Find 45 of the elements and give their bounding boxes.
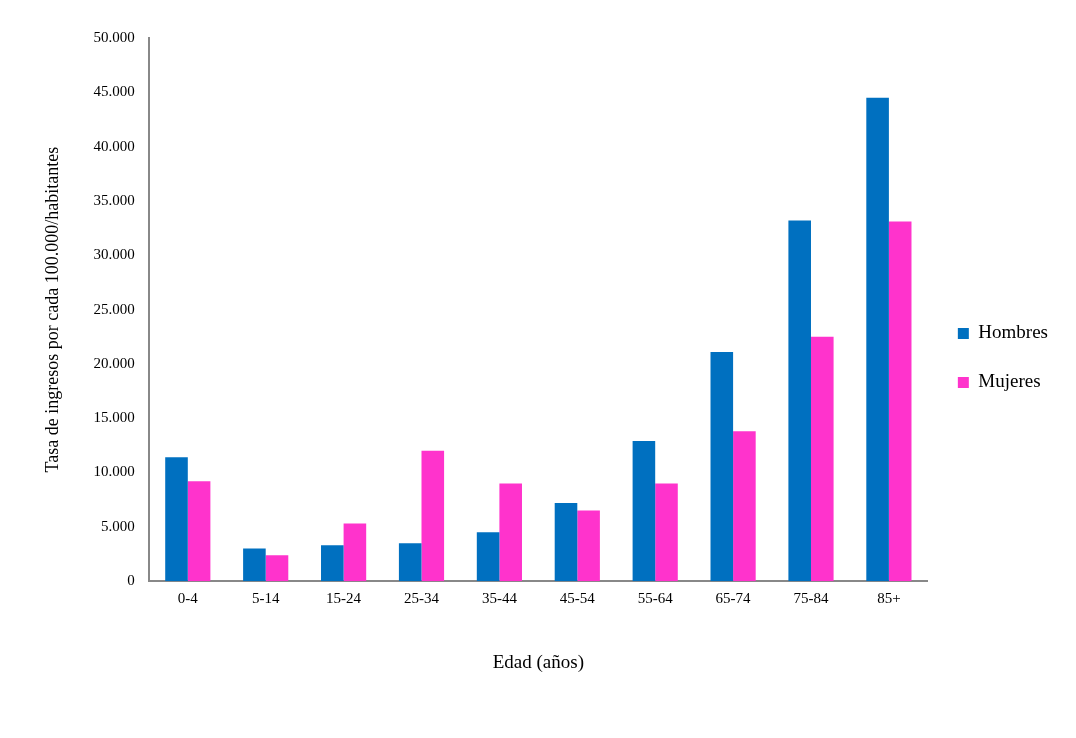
y-tick-label: 50.000 xyxy=(93,28,135,45)
legend-label: Hombres xyxy=(978,321,1048,343)
bar xyxy=(243,548,266,582)
bar xyxy=(554,502,578,582)
bar xyxy=(321,545,344,582)
x-tick-label: 15-24 xyxy=(326,590,362,607)
bar xyxy=(632,441,656,582)
y-tick-label: 0 xyxy=(127,572,135,589)
bar xyxy=(710,351,734,582)
x-tick-label: 85+ xyxy=(877,590,901,607)
y-tick-label: 30.000 xyxy=(93,246,135,263)
bar xyxy=(187,481,211,582)
bar xyxy=(577,510,600,582)
bar xyxy=(888,221,912,582)
y-tick-label: 5.000 xyxy=(101,517,135,534)
bar xyxy=(733,431,756,582)
x-tick-label: 35-44 xyxy=(481,590,518,607)
y-tick-label: 15.000 xyxy=(93,409,135,426)
bar xyxy=(811,336,834,582)
y-tick-label: 45.000 xyxy=(93,83,135,100)
bar xyxy=(398,543,422,582)
y-tick-label: 10.000 xyxy=(93,463,135,480)
bar xyxy=(499,483,522,582)
x-tick-label: 75-84 xyxy=(793,590,829,607)
x-axis-title: Edad (años) xyxy=(492,650,584,673)
legend-label: Mujeres xyxy=(978,370,1041,392)
x-tick-label: 55-64 xyxy=(637,590,674,607)
bar xyxy=(421,450,445,582)
x-tick-label: 45-54 xyxy=(559,590,596,607)
bar xyxy=(788,220,811,582)
bar xyxy=(265,555,289,582)
x-tick-label: 5-14 xyxy=(251,590,280,607)
bar xyxy=(655,483,678,582)
x-tick-label: 0-4 xyxy=(177,590,199,607)
bar xyxy=(343,523,367,582)
y-axis-title: Tasa de ingresos por cada 100.000/habitantes xyxy=(41,146,62,473)
bar xyxy=(476,532,500,582)
bar xyxy=(165,457,188,582)
bar xyxy=(866,97,889,582)
y-tick-label: 20.000 xyxy=(93,354,135,371)
y-tick-label: 40.000 xyxy=(93,137,135,154)
x-tick-label: 65-74 xyxy=(715,590,752,607)
x-tick-label: 25-34 xyxy=(404,590,440,607)
y-tick-label: 35.000 xyxy=(93,191,135,208)
y-tick-label: 25.000 xyxy=(93,300,135,317)
